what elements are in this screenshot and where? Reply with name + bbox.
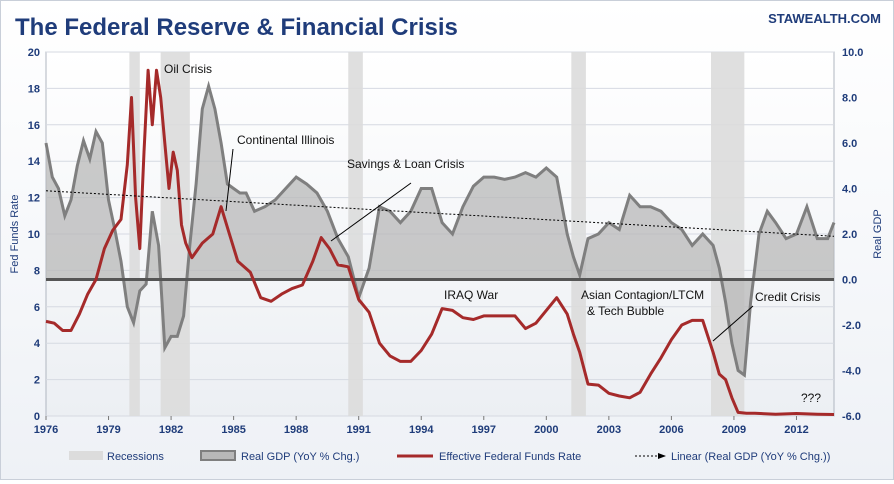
y-tick-label-left: 4	[34, 338, 41, 350]
y-tick-label-left: 2	[34, 375, 40, 387]
y-tick-label-right: 10.0	[842, 47, 863, 59]
annotation-pointer	[712, 305, 754, 342]
x-tick-label: 1988	[284, 424, 308, 436]
x-tick-label: 1985	[221, 424, 245, 436]
y-tick-label-right: -6.0	[842, 411, 861, 423]
x-tick-label: 2006	[659, 424, 683, 436]
annotation-label: Credit Crisis	[755, 290, 820, 304]
gdp-line	[44, 80, 836, 378]
recession-band	[348, 52, 363, 416]
y-tick-label-right: 4.0	[842, 184, 857, 196]
legend-label: Linear (Real GDP (YoY % Chg.))	[671, 451, 830, 463]
recession-band	[571, 52, 586, 416]
annotation-pointer	[330, 182, 412, 242]
y-tick-label-right: 8.0	[842, 93, 857, 105]
x-tick-label: 1997	[472, 424, 496, 436]
y-tick-label-left: 10	[28, 229, 40, 241]
legend-label: Real GDP (YoY % Chg.)	[241, 451, 359, 463]
chart-title: The Federal Reserve & Financial Crisis	[15, 14, 458, 41]
y-tick-label-left: 14	[28, 156, 41, 168]
annotation-label: IRAQ War	[444, 288, 498, 302]
recession-band	[129, 52, 140, 416]
x-tick-label: 2000	[534, 424, 558, 436]
source-label: STAWEALTH.COM	[768, 11, 881, 26]
y-tick-label-right: 2.0	[842, 229, 857, 241]
x-tick-label: 1982	[159, 424, 183, 436]
gdp-trend-line	[45, 190, 835, 237]
y-tick-label-left: 6	[34, 302, 40, 314]
y-axis-left-label: Fed Funds Rate	[9, 195, 21, 274]
legend-swatch-recessions	[69, 451, 103, 460]
recession-band	[160, 52, 190, 416]
y-axis-right-label: Real GDP	[872, 209, 884, 259]
annotation-label: Asian Contagion/LTCM	[581, 288, 704, 302]
x-tick-label: 1976	[34, 424, 58, 436]
annotation-label: & Tech Bubble	[587, 304, 664, 318]
annotation-pointer	[225, 148, 234, 212]
annotation-label: Continental Illinois	[237, 133, 334, 147]
y-tick-label-left: 16	[28, 120, 40, 132]
y-tick-label-right: -4.0	[842, 366, 861, 378]
legend-label: Recessions	[107, 451, 164, 463]
y-tick-label-left: 0	[34, 411, 40, 423]
y-tick-label-right: -2.0	[842, 320, 861, 332]
annotation-label: Oil Crisis	[164, 62, 212, 76]
y-tick-label-left: 12	[28, 193, 40, 205]
legend-label: Effective Federal Funds Rate	[439, 451, 581, 463]
y-tick-label-left: 8	[34, 265, 40, 277]
y-tick-label-right: 6.0	[842, 138, 857, 150]
x-tick-label: 2009	[722, 424, 746, 436]
x-tick-label: 1994	[409, 424, 434, 436]
y-tick-label-right: 0.0	[842, 275, 857, 287]
gdp-area	[46, 86, 834, 376]
y-tick-label-left: 20	[28, 47, 40, 59]
x-tick-label: 1991	[346, 424, 370, 436]
annotation-label: Savings & Loan Crisis	[347, 157, 464, 171]
legend-swatch-gdp	[200, 450, 236, 461]
y-tick-label-left: 18	[28, 83, 40, 95]
x-tick-label: 2003	[597, 424, 621, 436]
x-tick-label: 2012	[784, 424, 808, 436]
annotation-label: ???	[801, 391, 821, 405]
fed-funds-line	[45, 68, 835, 416]
x-tick-label: 1979	[96, 424, 120, 436]
